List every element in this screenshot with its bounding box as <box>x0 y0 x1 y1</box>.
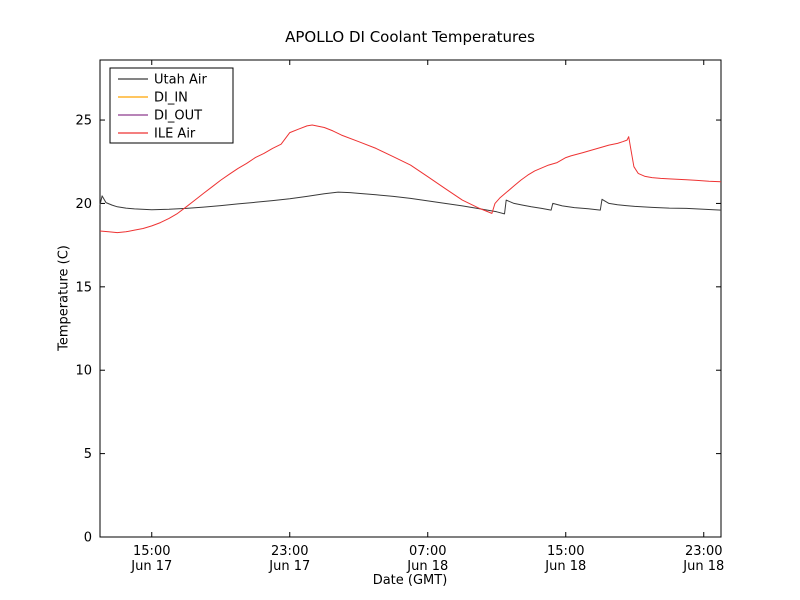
x-tick-label-date: Jun 18 <box>682 559 724 574</box>
x-tick-label-date: Jun 17 <box>130 559 172 574</box>
x-tick-label-time: 15:00 <box>547 544 584 559</box>
y-tick-label: 20 <box>75 197 92 212</box>
chart-title: APOLLO DI Coolant Temperatures <box>285 28 535 46</box>
x-tick-label-time: 07:00 <box>409 544 446 559</box>
legend-label-utah-air: Utah Air <box>154 73 207 88</box>
series-line-utah-air <box>99 191 722 215</box>
y-tick-label: 5 <box>84 447 92 462</box>
y-tick-label: 25 <box>75 114 92 129</box>
y-tick-label: 0 <box>84 531 92 546</box>
x-axis-label: Date (GMT) <box>372 573 448 588</box>
x-tick-label-date: Jun 18 <box>406 559 448 574</box>
x-tick-label-date: Jun 18 <box>544 559 586 574</box>
legend-label-ile-air: ILE Air <box>154 127 196 142</box>
x-tick-label-time: 15:00 <box>133 544 170 559</box>
plot-border <box>99 59 722 538</box>
x-tick-label-time: 23:00 <box>685 544 722 559</box>
x-tick-label-time: 23:00 <box>271 544 308 559</box>
y-tick-label: 10 <box>75 364 92 379</box>
legend-box <box>109 67 234 144</box>
legend-label-di-out: DI_OUT <box>154 109 202 124</box>
series-line-ile-air <box>99 124 722 234</box>
y-tick-label: 15 <box>75 280 92 295</box>
x-tick-label-date: Jun 17 <box>268 559 310 574</box>
legend-label-di-in: DI_IN <box>154 91 188 106</box>
